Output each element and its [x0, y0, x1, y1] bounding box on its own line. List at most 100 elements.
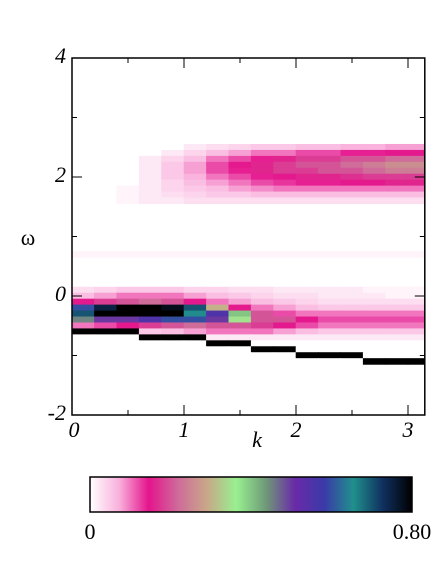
heatmap-cell — [340, 286, 364, 294]
heatmap-cell — [183, 328, 207, 335]
heatmap-cell — [273, 155, 297, 163]
heatmap-cell — [340, 185, 364, 193]
heatmap-cell — [228, 352, 252, 359]
heatmap-cell — [407, 340, 425, 347]
heatmap-cell — [407, 310, 425, 318]
heatmap-cell — [206, 358, 230, 365]
heatmap-cell — [228, 179, 252, 187]
heatmap-cell — [206, 167, 230, 175]
heatmap-cell — [295, 155, 319, 163]
heatmap-cell — [407, 251, 425, 258]
heatmap-cell — [161, 304, 185, 312]
heatmap-cell — [340, 334, 364, 341]
heatmap-cell — [183, 185, 207, 193]
heatmap-cell — [385, 191, 409, 199]
heatmap-cell — [161, 143, 185, 151]
heatmap-cell — [362, 334, 386, 341]
heatmap-cell — [407, 286, 425, 294]
heatmap-cell — [273, 334, 297, 341]
heatmap-cell — [138, 167, 162, 175]
heatmap-cell — [228, 173, 252, 181]
heatmap-cell — [94, 292, 118, 300]
heatmap-cell — [161, 173, 185, 181]
heatmap-cell — [250, 346, 274, 353]
heatmap-cell — [94, 167, 118, 175]
heatmap-cell — [183, 191, 207, 199]
heatmap-cell — [250, 286, 274, 294]
heatmap-cell — [318, 161, 342, 169]
heatmap-cell — [116, 334, 140, 341]
heatmap-cell — [206, 286, 230, 294]
heatmap-cell — [407, 197, 425, 205]
heatmap-cell — [72, 322, 95, 330]
heatmap-cell — [94, 173, 118, 181]
heatmap-cell — [273, 161, 297, 169]
heatmap-cell — [273, 346, 297, 353]
heatmap-cell — [385, 143, 409, 151]
heatmap-cell — [295, 179, 319, 187]
heatmap-cell — [250, 358, 274, 365]
heatmap-cell — [340, 310, 364, 318]
heatmap-cell — [116, 167, 140, 175]
heatmap-cell — [407, 358, 425, 365]
heatmap-cell — [295, 334, 319, 341]
heatmap-cell — [228, 292, 252, 300]
heatmap-cell — [183, 340, 207, 347]
heatmap-cell — [250, 167, 274, 175]
heatmap-cell — [161, 310, 185, 318]
heatmap-cell — [295, 286, 319, 294]
heatmap-cell — [318, 179, 342, 187]
heatmap-cell — [362, 316, 386, 324]
colorbar-tick-label: 0.80 — [393, 519, 432, 544]
heatmap-cell — [138, 352, 162, 359]
heatmap-cell — [362, 161, 386, 169]
heatmap-cell — [362, 298, 386, 306]
y-tick-label: 4 — [55, 43, 66, 68]
heatmap-cell — [295, 304, 319, 312]
heatmap-cell — [318, 292, 342, 300]
heatmap-cell — [250, 179, 274, 187]
heatmap-cell — [273, 304, 297, 312]
heatmap-cell — [407, 346, 425, 353]
heatmap-cell — [138, 191, 162, 199]
heatmap-cell — [228, 191, 252, 199]
heatmap-cell — [138, 185, 162, 193]
heatmap-cell — [318, 173, 342, 181]
heatmap-cell — [94, 185, 118, 193]
heatmap-cell — [94, 191, 118, 199]
heatmap-cell — [362, 143, 386, 151]
heatmap-cell — [407, 352, 425, 359]
heatmap-cell — [362, 197, 386, 205]
heatmap-cell — [385, 185, 409, 193]
heatmap-cell — [340, 358, 364, 365]
heatmap-cell — [385, 358, 409, 365]
heatmap-cell — [183, 292, 207, 300]
heatmap-cell — [94, 352, 118, 359]
heatmap-cell — [340, 161, 364, 169]
heatmap-cell — [318, 155, 342, 163]
heatmap-cell — [362, 185, 386, 193]
heatmap-cell — [273, 143, 297, 151]
heatmap-cell — [385, 149, 409, 157]
heatmap-cell — [206, 292, 230, 300]
heatmap-cell — [94, 286, 118, 294]
heatmap-cell — [318, 316, 342, 324]
heatmap-cell — [206, 185, 230, 193]
heatmap-cell — [72, 173, 95, 181]
heatmap-cell — [340, 173, 364, 181]
heatmap-cell — [138, 286, 162, 294]
heatmap-cell — [138, 346, 162, 353]
heatmap-cell — [362, 304, 386, 312]
heatmap-cell — [94, 298, 118, 306]
heatmap-cell — [250, 304, 274, 312]
heatmap-cell — [116, 322, 140, 330]
heatmap-cell — [318, 286, 342, 294]
heatmap-cell — [385, 298, 409, 306]
heatmap-cell — [116, 185, 140, 193]
heatmap-cell — [183, 346, 207, 353]
heatmap-cell — [273, 352, 297, 359]
x-tick-label: 1 — [179, 417, 190, 442]
heatmap-cell — [250, 340, 274, 347]
heatmap-cell — [94, 340, 118, 347]
heatmap-cell — [407, 161, 425, 169]
